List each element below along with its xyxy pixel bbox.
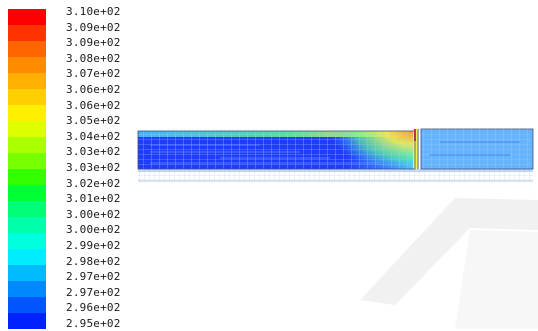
colorbar-swatch [8, 153, 46, 169]
colorbar-tick-label: 3.07e+02 [66, 67, 121, 81]
colorbar-swatch [8, 169, 46, 185]
colorbar-labels: 3.10e+02 3.09e+02 3.09e+02 3.08e+02 3.07e+02… [66, 4, 146, 331]
colorbar-tick-label: 3.00e+02 [66, 223, 121, 237]
colorbar-tick-label: 3.09e+02 [66, 36, 121, 50]
colorbar-tick-label: 3.10e+02 [66, 5, 121, 18]
colorbar-swatch [8, 137, 46, 153]
colorbar-tick-label: 2.98e+02 [66, 254, 121, 268]
right-channel-mesh [421, 129, 533, 169]
colorbar-swatch [8, 57, 46, 73]
colorbar-swatch [8, 265, 46, 281]
colorbar-swatch [8, 281, 46, 297]
colorbar-swatch [8, 9, 46, 25]
colorbar-swatch [8, 297, 46, 313]
right-streamlines [430, 141, 520, 156]
colorbar-tick-label: 3.09e+02 [66, 20, 121, 34]
colorbar-tick-label: 2.96e+02 [66, 301, 121, 315]
colorbar-swatch [8, 201, 46, 217]
colorbar-tick-label: 2.97e+02 [66, 285, 121, 299]
colorbar-tick-label: 3.06e+02 [66, 98, 121, 112]
colorbar-swatch [8, 185, 46, 201]
colorbar-swatch [8, 105, 46, 121]
colorbar-tick-label: 3.05e+02 [66, 114, 121, 128]
colorbar-swatch [8, 233, 46, 249]
colorbar-swatch [8, 249, 46, 265]
colorbar-tick-label: 2.99e+02 [66, 238, 121, 252]
colorbar-tick-label: 3.03e+02 [66, 160, 121, 174]
lower-mesh-band [138, 169, 533, 172]
colorbar-swatch [8, 217, 46, 233]
colorbar-tick-label: 3.03e+02 [66, 145, 121, 159]
colorbar-tick-label: 3.02e+02 [66, 176, 121, 190]
colorbar-tick-label: 2.95e+02 [66, 316, 121, 330]
left-channel-frame [137, 130, 416, 170]
colorbar-tick-label: 3.01e+02 [66, 192, 121, 206]
colorbar-tick-label: 2.97e+02 [66, 270, 121, 284]
colorbar-tick-label: 3.00e+02 [66, 207, 121, 221]
colorbar-swatch [8, 121, 46, 137]
colorbar-swatch [8, 89, 46, 105]
colorbar-tick-label: 3.04e+02 [66, 129, 121, 143]
colorbar-swatch [8, 41, 46, 57]
colorbar-swatch [8, 73, 46, 89]
colorbar-swatch [8, 25, 46, 41]
colorbar [8, 9, 46, 329]
colorbar-tick-label: 3.08e+02 [66, 51, 121, 65]
streamlines [150, 144, 380, 164]
colorbar-tick-label: 3.06e+02 [66, 82, 121, 96]
right-channel-frame [420, 128, 534, 170]
colorbar-swatch [8, 313, 46, 329]
